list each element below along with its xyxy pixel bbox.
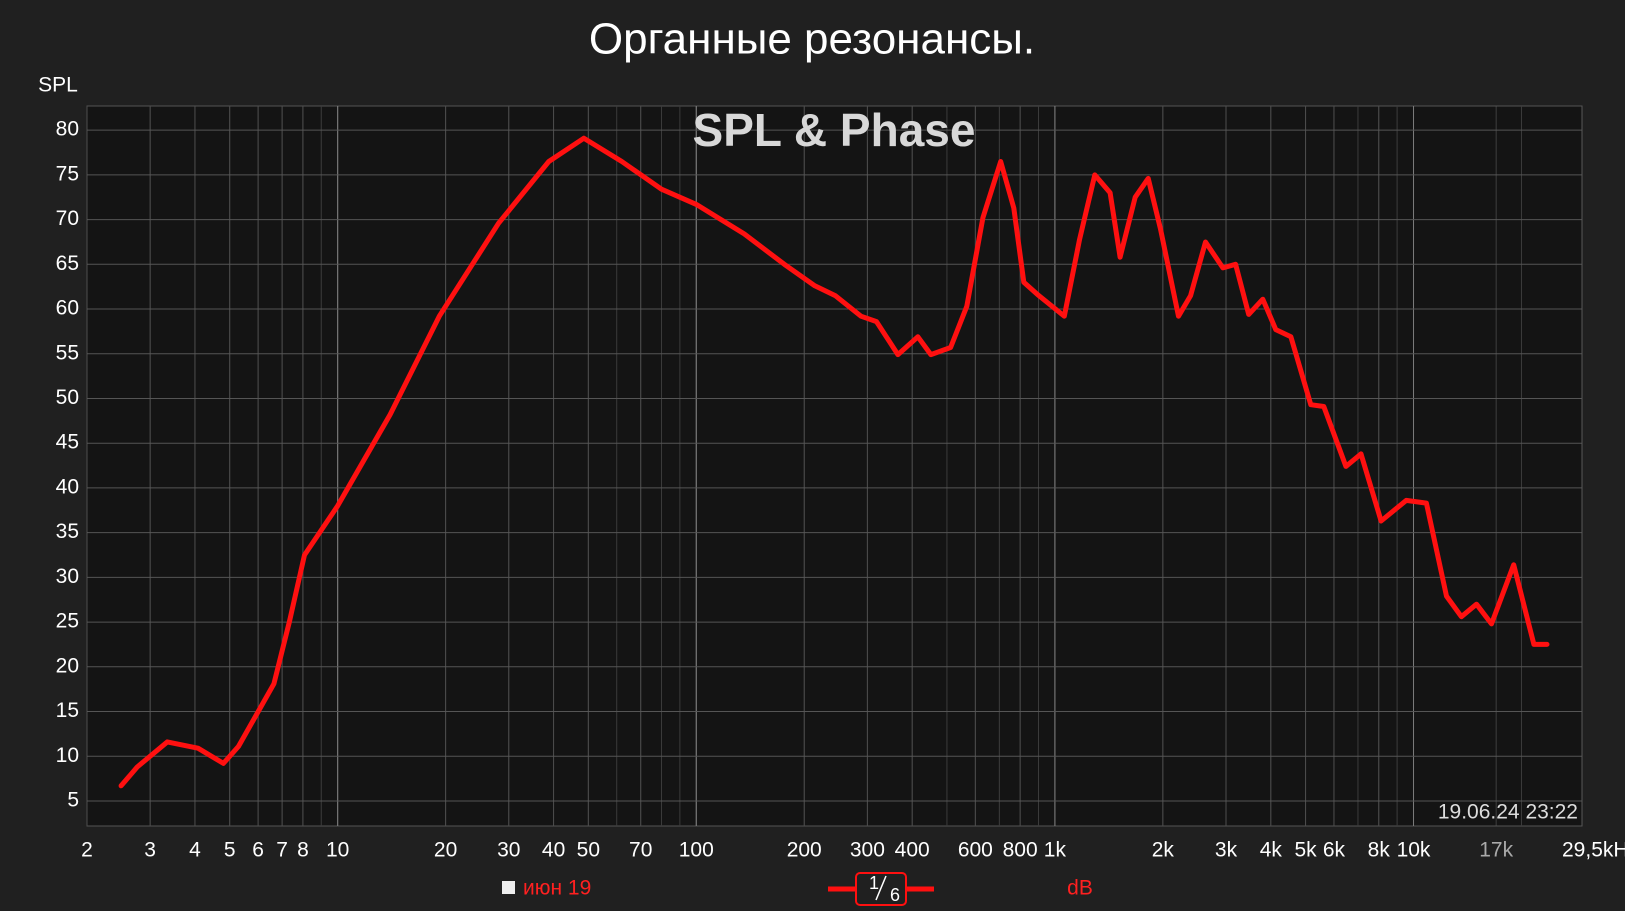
x-tick-label: 5	[224, 839, 236, 862]
x-tick-label: 4	[189, 839, 201, 862]
x-tick-label: 4k	[1260, 839, 1283, 862]
y-tick-label: 35	[56, 520, 79, 543]
x-tick-label: 200	[787, 839, 822, 862]
x-tick-label: 10	[326, 839, 349, 862]
x-tick-label: 8	[297, 839, 309, 862]
smoothing-denominator: 6	[890, 885, 900, 905]
smoothing-slash	[875, 875, 887, 901]
x-tick-label: 100	[679, 839, 714, 862]
y-tick-label: 65	[56, 252, 79, 275]
series-line	[118, 135, 1550, 789]
x-tick-label: 70	[629, 839, 652, 862]
x-tick-label: 20	[434, 839, 457, 862]
x-tick-label: 2	[81, 839, 93, 862]
subtitle: SPL & Phase	[693, 104, 976, 156]
chart-title: Органные резонансы.	[589, 15, 1035, 64]
y-tick-label: 75	[56, 162, 79, 185]
y-axis-label: SPL	[38, 74, 78, 97]
y-tick-label: 15	[56, 699, 79, 722]
x-tick-label: 29,5kHz	[1562, 839, 1625, 862]
x-tick-label: 5k	[1294, 839, 1317, 862]
x-tick-label: 400	[895, 839, 930, 862]
smoothing-numerator: 1	[869, 873, 879, 893]
unit-label: dB	[1067, 877, 1093, 900]
plot-area	[86, 105, 1583, 827]
x-tick-label: 3	[144, 839, 156, 862]
x-tick-label: 40	[542, 839, 565, 862]
timestamp: 19.06.24 23:22	[1438, 801, 1578, 824]
x-tick-label: 2k	[1152, 839, 1175, 862]
x-tick-label: 3k	[1215, 839, 1238, 862]
y-tick-label: 80	[56, 118, 79, 141]
x-tick-label: 300	[850, 839, 885, 862]
y-tick-label: 55	[56, 341, 79, 364]
x-tick-label: 10k	[1397, 839, 1431, 862]
x-tick-label: 600	[958, 839, 993, 862]
grid	[86, 106, 1583, 826]
y-tick-label: 25	[56, 610, 79, 633]
legend-label: июн 19	[523, 877, 591, 900]
x-tick-label: 6k	[1323, 839, 1346, 862]
x-tick-label: 7	[276, 839, 288, 862]
x-tick-label: 1k	[1044, 839, 1067, 862]
smoothing-button[interactable]	[855, 872, 907, 906]
x-tick-label: 30	[497, 839, 520, 862]
y-tick-label: 70	[56, 207, 79, 230]
y-tick-label: 40	[56, 475, 79, 498]
y-tick-label: 60	[56, 297, 79, 320]
x-tick-label: 17k	[1479, 839, 1513, 862]
y-tick-label: 30	[56, 565, 79, 588]
x-tick-label: 8k	[1368, 839, 1391, 862]
legend-checkbox[interactable]	[502, 881, 515, 894]
y-tick-label: 10	[56, 744, 79, 767]
y-tick-label: 50	[56, 386, 79, 409]
x-tick-label: 800	[1003, 839, 1038, 862]
y-tick-label: 45	[56, 431, 79, 454]
x-tick-label: 50	[577, 839, 600, 862]
x-tick-label: 6	[252, 839, 264, 862]
y-tick-label: 5	[67, 789, 79, 812]
y-tick-label: 20	[56, 654, 79, 677]
